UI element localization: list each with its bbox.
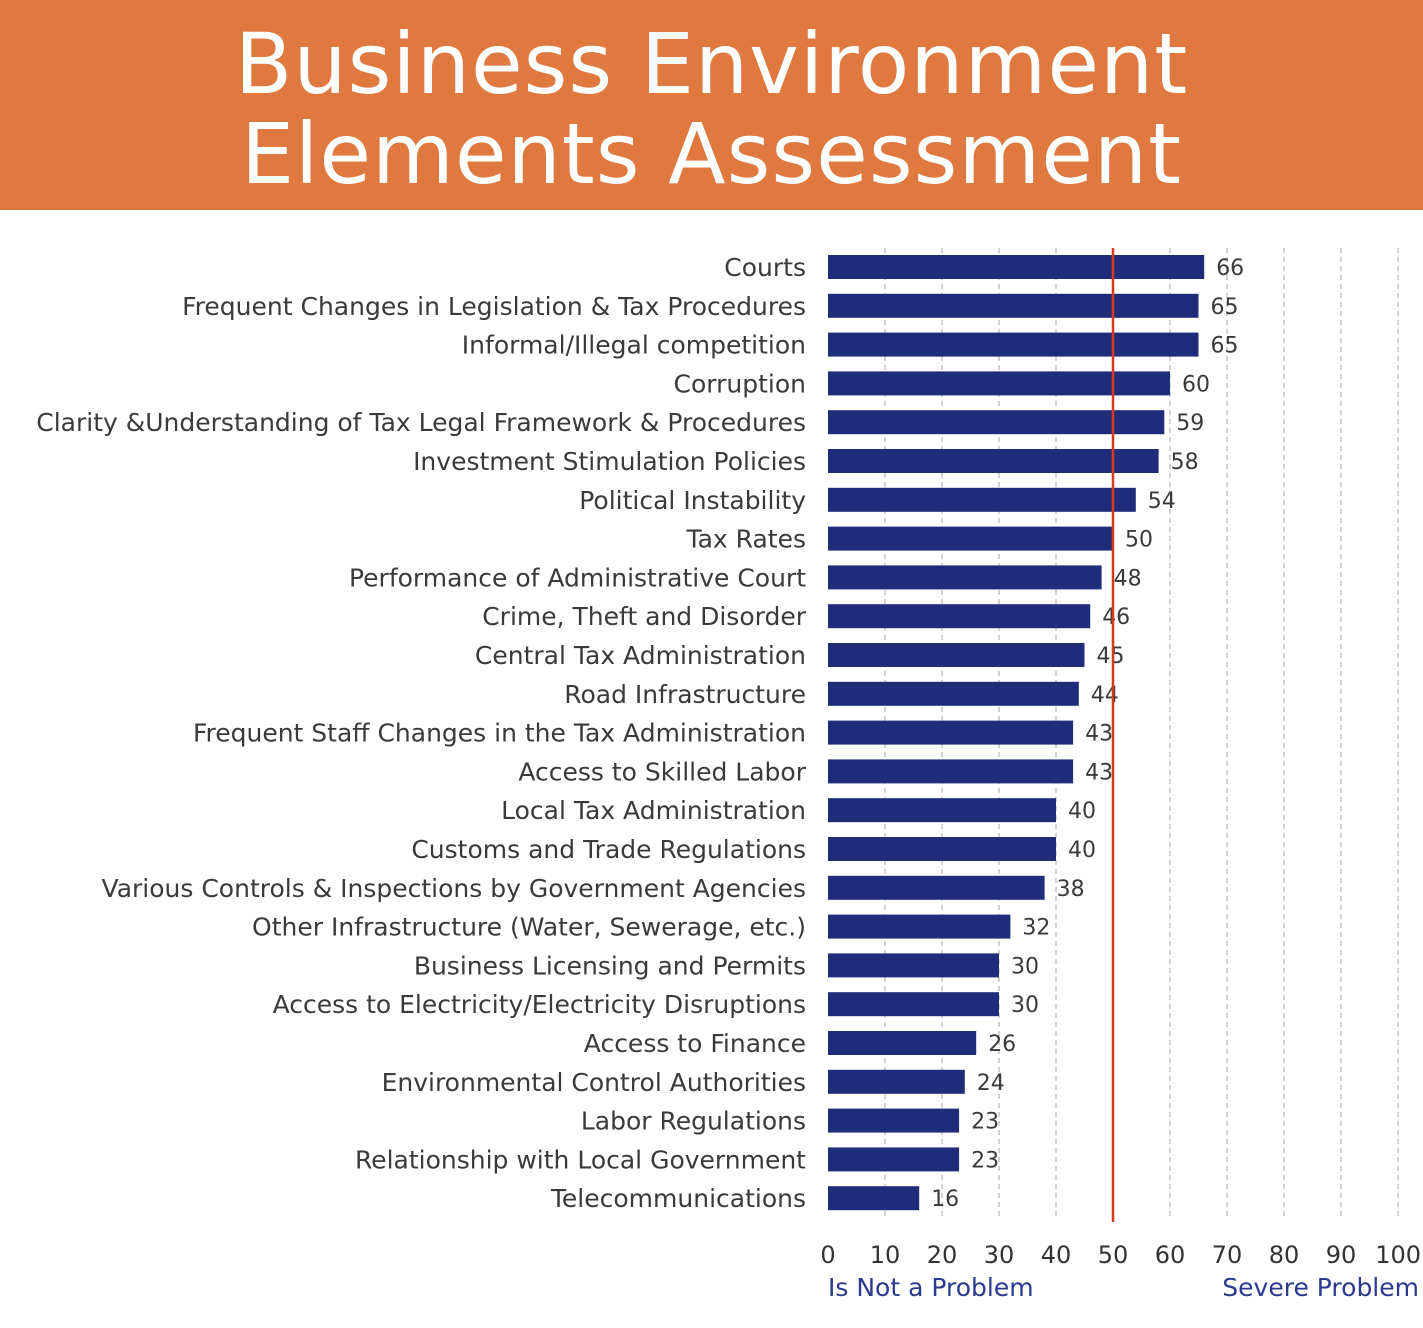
category-label: Courts (724, 253, 806, 282)
value-label: 40 (1068, 799, 1096, 824)
value-label: 54 (1148, 489, 1176, 514)
category-label: Relationship with Local Government (355, 1145, 806, 1174)
bar (828, 255, 1205, 279)
value-label: 44 (1091, 683, 1119, 708)
category-label: Environmental Control Authorities (382, 1068, 806, 1097)
value-label: 46 (1102, 605, 1130, 630)
value-label: 58 (1171, 450, 1199, 475)
category-label: Access to Electricity/Electricity Disrup… (273, 990, 806, 1019)
x-tick-label: 20 (927, 1241, 958, 1269)
x-tick-label: 70 (1212, 1241, 1243, 1269)
category-label: Clarity &Understanding of Tax Legal Fram… (36, 408, 806, 437)
x-tick-label: 90 (1326, 1241, 1357, 1269)
value-label: 66 (1216, 256, 1244, 281)
bar (828, 992, 999, 1017)
category-label: Tax Rates (685, 525, 806, 554)
bar (828, 837, 1056, 861)
bar (828, 371, 1170, 396)
bar (828, 759, 1074, 784)
x-tick-label: 40 (1041, 1241, 1072, 1269)
category-label: Road Infrastructure (564, 680, 806, 709)
category-label: Customs and Trade Regulations (411, 835, 806, 864)
category-label: Access to Skilled Labor (518, 757, 806, 786)
bar (828, 410, 1165, 435)
title-line-1: Business Environment (234, 15, 1189, 113)
bar (828, 1031, 977, 1055)
header-banner: Business Environment Elements Assessment (0, 0, 1423, 210)
value-label: 45 (1097, 644, 1125, 669)
x-tick-label: 100 (1375, 1241, 1421, 1269)
x-tick-label: 60 (1155, 1241, 1186, 1269)
bar (828, 1069, 965, 1094)
bar (828, 565, 1102, 590)
value-label: 40 (1068, 838, 1096, 863)
value-label: 48 (1114, 566, 1142, 591)
bar (828, 1186, 920, 1211)
category-label: Political Instability (579, 486, 806, 515)
x-tick-label: 10 (870, 1241, 901, 1269)
bar (828, 332, 1199, 357)
category-label: Other Infrastructure (Water, Sewerage, e… (252, 913, 806, 942)
category-label: Crime, Theft and Disorder (482, 602, 807, 631)
x-tick-label: 30 (984, 1241, 1015, 1269)
value-label: 26 (988, 1032, 1016, 1057)
category-label: Local Tax Administration (501, 796, 806, 825)
axis-left-label: Is Not a Problem (828, 1273, 1034, 1302)
bar (828, 720, 1074, 745)
category-label: Business Licensing and Permits (414, 951, 806, 980)
category-label: Frequent Staff Changes in the Tax Admini… (193, 719, 806, 748)
x-tick-label: 80 (1269, 1241, 1300, 1269)
bar (828, 875, 1045, 900)
axis-right-label: Severe Problem (1222, 1273, 1419, 1302)
value-label: 23 (971, 1148, 999, 1173)
value-label: 32 (1022, 916, 1050, 941)
x-tick-label: 50 (1098, 1241, 1129, 1269)
value-label: 23 (971, 1110, 999, 1135)
value-label: 16 (931, 1187, 959, 1212)
bar (828, 487, 1136, 512)
category-label: Frequent Changes in Legislation & Tax Pr… (182, 292, 806, 321)
value-label: 24 (977, 1071, 1005, 1096)
value-label: 43 (1085, 722, 1113, 747)
value-label: 65 (1211, 334, 1239, 359)
bar (828, 914, 1011, 939)
bar (828, 293, 1199, 318)
category-label: Corruption (674, 369, 806, 398)
x-tick-label: 0 (820, 1241, 835, 1269)
value-label: 59 (1176, 411, 1204, 436)
value-label: 43 (1085, 760, 1113, 785)
category-label: Labor Regulations (581, 1107, 806, 1136)
value-label: 60 (1182, 372, 1210, 397)
bar (828, 643, 1085, 667)
bar (828, 681, 1079, 706)
bar (828, 604, 1091, 629)
category-label: Informal/Illegal competition (462, 331, 806, 360)
value-label: 38 (1057, 877, 1085, 902)
bar (828, 798, 1056, 823)
category-label: Performance of Administrative Court (349, 563, 806, 592)
title-line-2: Elements Assessment (240, 105, 1183, 203)
bar (828, 953, 999, 978)
bar (828, 1108, 960, 1133)
value-label: 65 (1211, 295, 1239, 320)
bar (828, 449, 1159, 473)
category-label: Telecommunications (550, 1184, 806, 1213)
category-label: Various Controls & Inspections by Govern… (102, 874, 806, 903)
category-label: Access to Finance (584, 1029, 806, 1058)
category-label: Central Tax Administration (475, 641, 806, 670)
value-label: 30 (1011, 954, 1039, 979)
value-label: 30 (1011, 993, 1039, 1018)
bar (828, 526, 1113, 551)
bar (828, 1147, 960, 1172)
value-label: 50 (1125, 528, 1153, 553)
category-label: Investment Stimulation Policies (413, 447, 806, 476)
